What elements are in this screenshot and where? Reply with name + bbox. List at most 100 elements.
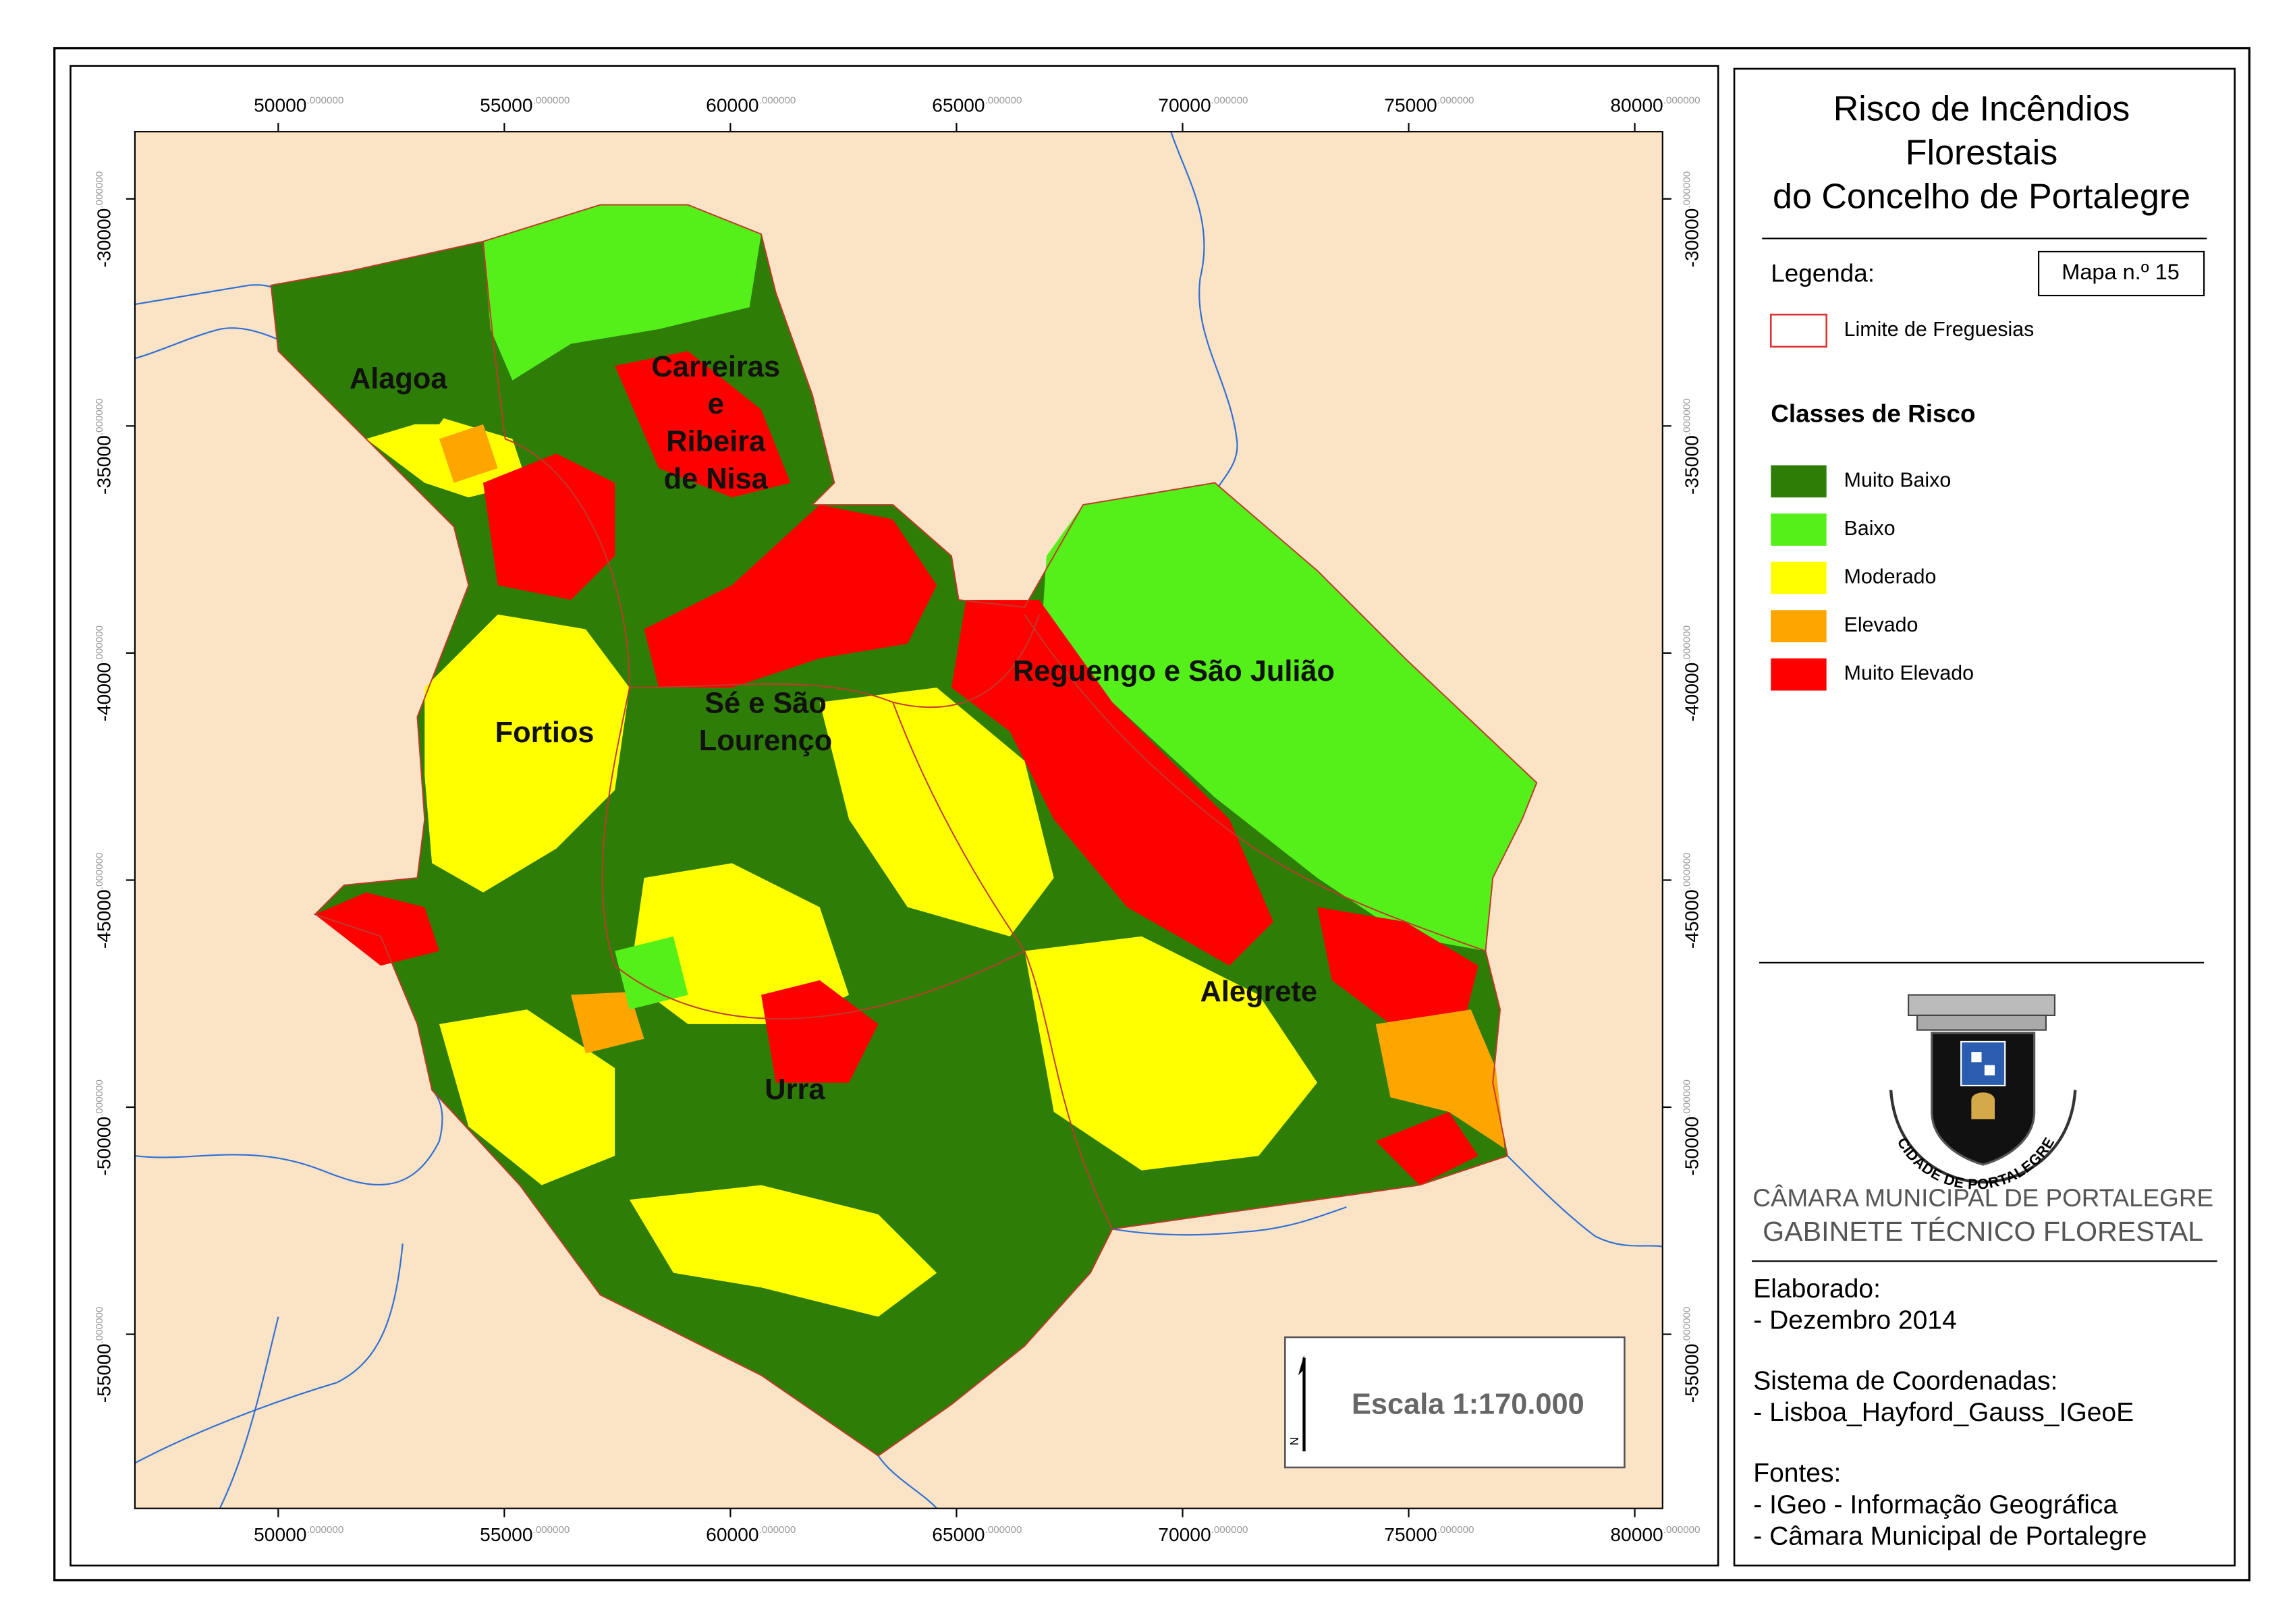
tick-decimals: .000000 — [759, 95, 796, 107]
river — [134, 1243, 404, 1464]
tick-label: -35000.000000 — [93, 398, 115, 495]
map-number: Mapa n.º 15 — [2062, 260, 2180, 284]
legend-label: Moderado — [1844, 566, 1937, 588]
tick-label: -30000.000000 — [1681, 171, 1703, 268]
tick-label: -35000.000000 — [1681, 398, 1703, 495]
tick-decimals: .000000 — [1437, 95, 1474, 107]
tick-number: 50000 — [254, 94, 306, 116]
tick-number: 60000 — [706, 94, 758, 116]
risk-area — [615, 936, 688, 1010]
place-labels: Alagoa Carreiras e Ribeira de Nisa Reguengo e… — [350, 351, 1335, 1106]
tick-label: 55000.000000 — [480, 1523, 570, 1545]
risk-area — [644, 505, 937, 688]
credit-line: - Câmara Municipal de Portalegre — [1753, 1521, 2147, 1550]
credit-line: - Lisboa_Hayford_Gauss_IGeoE — [1753, 1398, 2134, 1427]
tick-number: -35000 — [93, 435, 115, 495]
legend-heading: Legenda: — [1771, 259, 1875, 287]
organisation: CÂMARA MUNICIPAL DE PORTALEGRE — [1752, 1184, 2213, 1212]
tick-number: 55000 — [480, 1523, 532, 1545]
tick-decimals: .000000 — [94, 1307, 105, 1344]
tick-label: -45000.000000 — [1681, 853, 1703, 949]
tick-decimals: .000000 — [1682, 625, 1693, 663]
river — [1507, 1155, 1663, 1248]
boundary-label: Limite de Freguesias — [1844, 318, 2035, 341]
map-number-box — [2038, 250, 2205, 297]
coordinate-ticks: 50000.00000050000.00000055000.0000005500… — [93, 94, 1703, 1546]
tick-label: 60000.000000 — [706, 1523, 796, 1545]
credit-line: - Dezembro 2014 — [1753, 1306, 1956, 1335]
risk-area — [615, 351, 791, 498]
risk-area — [761, 980, 879, 1083]
map-content: Alagoa Carreiras e Ribeira de Nisa Reguengo e… — [134, 132, 1663, 1509]
tick-label: 80000.000000 — [1610, 94, 1700, 116]
tick-decimals: .000000 — [985, 95, 1022, 107]
scale-text: Escala 1:170.000 — [1352, 1388, 1584, 1420]
credit-line: - IGeo - Informação Geográfica — [1753, 1490, 2118, 1519]
tick-label: 70000.000000 — [1158, 1523, 1248, 1545]
tick-decimals: .000000 — [985, 1524, 1022, 1536]
tick-label: 65000.000000 — [932, 1523, 1022, 1545]
tick-decimals: .000000 — [1682, 1307, 1693, 1344]
tick-number: -45000 — [1681, 889, 1703, 949]
risk-area — [819, 688, 1054, 936]
tick-number: -50000 — [1681, 1117, 1703, 1176]
tick-number: 70000 — [1158, 94, 1211, 116]
river — [134, 1089, 443, 1186]
tick-label: -45000.000000 — [93, 853, 115, 949]
tick-number: 80000 — [1610, 1523, 1663, 1545]
classes-heading: Classes de Risco — [1771, 400, 1975, 428]
municipality-boundary — [270, 204, 1538, 1457]
rivers — [134, 132, 1663, 1509]
tick-label: 70000.000000 — [1158, 94, 1248, 116]
risk-area — [951, 600, 1273, 966]
risk-area — [673, 1301, 951, 1456]
tick-label: -50000.000000 — [93, 1080, 115, 1176]
place-label: Reguengo e São Julião — [1013, 655, 1335, 688]
tick-label: -55000.000000 — [1681, 1307, 1703, 1403]
place-label: Alegrete — [1200, 976, 1318, 1008]
legend-label: Muito Elevado — [1844, 663, 1974, 685]
title-line: Risco de Incêndios — [1833, 90, 2130, 129]
risk-area — [1024, 936, 1318, 1171]
river — [219, 1316, 279, 1509]
risk-area — [1042, 482, 1537, 951]
tick-decimals: .000000 — [1682, 171, 1693, 208]
emblem-quarter — [1971, 1052, 1982, 1063]
place-label: Lourenço — [699, 725, 833, 757]
place-label: e — [708, 388, 724, 420]
river — [134, 284, 279, 306]
panel-border — [1733, 67, 2236, 1567]
tick-number: 80000 — [1610, 94, 1663, 116]
risk-area — [439, 424, 498, 483]
risk-surface — [271, 204, 1537, 1456]
tick-number: 75000 — [1384, 94, 1437, 116]
place-label: Fortios — [495, 717, 595, 749]
tick-decimals: .000000 — [94, 853, 105, 890]
tick-number: -40000 — [93, 663, 115, 722]
tick-label: 60000.000000 — [706, 94, 796, 116]
tick-number: -30000 — [93, 208, 115, 268]
title-line: do Concelho de Portalegre — [1773, 177, 2190, 217]
tick-decimals: .000000 — [1663, 95, 1700, 107]
tick-label: 55000.000000 — [480, 94, 570, 116]
place-label: Alagoa — [350, 362, 447, 395]
tick-number: -50000 — [93, 1117, 115, 1176]
credit-heading: Sistema de Coordenadas: — [1753, 1367, 2057, 1396]
map-border — [70, 65, 1719, 1567]
tick-label: -40000.000000 — [93, 625, 115, 722]
tick-number: -55000 — [93, 1343, 115, 1403]
outer-border — [53, 47, 2250, 1581]
tick-decimals: .000000 — [306, 95, 343, 107]
tick-number: -35000 — [1681, 435, 1703, 495]
tick-decimals: .000000 — [1211, 1524, 1248, 1536]
north-label: N — [1288, 1437, 1301, 1446]
emblem-quarter — [1960, 1040, 2006, 1087]
tick-decimals: .000000 — [533, 1524, 570, 1536]
tick-number: 50000 — [254, 1523, 306, 1545]
tick-number: 65000 — [932, 94, 985, 116]
tick-decimals: .000000 — [1682, 398, 1693, 435]
legend-swatch — [1771, 513, 1827, 546]
tick-decimals: .000000 — [1437, 1524, 1474, 1536]
place-label: Carreiras — [652, 351, 780, 383]
river — [877, 1455, 938, 1509]
